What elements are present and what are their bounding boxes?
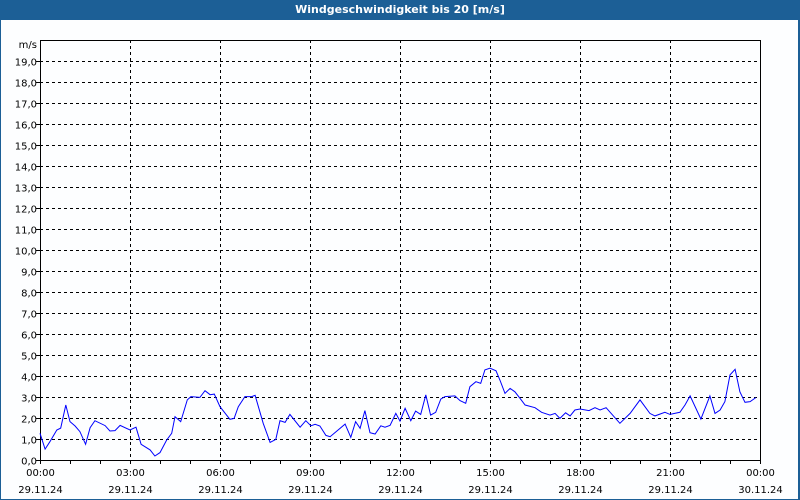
x-tick-date: 29.11.24 <box>288 485 333 496</box>
y-tick-label: 11,0 <box>15 226 37 237</box>
x-tick-date: 29.11.24 <box>558 485 603 496</box>
y-tick-label: 16,0 <box>15 121 37 132</box>
y-tick-label: 4,0 <box>21 373 37 384</box>
y-tick-label: 8,0 <box>21 289 37 300</box>
y-tick-label: 17,0 <box>15 100 37 111</box>
x-tick-date: 29.11.24 <box>198 485 243 496</box>
series-line <box>39 367 757 457</box>
x-tick-date: 29.11.24 <box>648 485 693 496</box>
x-tick-time: 18:00 <box>566 468 595 479</box>
x-tick-time: 09:00 <box>296 468 325 479</box>
x-tick-time: 00:00 <box>746 468 775 479</box>
y-tick-label: 5,0 <box>21 352 37 363</box>
x-tick-time: 21:00 <box>656 468 685 479</box>
y-tick-label: 1,0 <box>21 436 37 447</box>
x-tick-time: 06:00 <box>206 468 235 479</box>
x-tick-time: 03:00 <box>116 468 145 479</box>
x-tick-date: 29.11.24 <box>18 485 63 496</box>
x-tick-date: 29.11.24 <box>378 485 423 496</box>
x-tick-time: 00:00 <box>26 468 55 479</box>
y-tick-label: 3,0 <box>21 394 37 405</box>
x-tick-time: 12:00 <box>386 468 415 479</box>
plot-frame <box>40 40 761 461</box>
x-tick-date: 29.11.24 <box>108 485 153 496</box>
y-tick-label: 9,0 <box>21 268 37 279</box>
chart-title: Windgeschwindigkeit bis 20 [m/s] <box>295 3 505 16</box>
y-tick-label: 15,0 <box>15 142 37 153</box>
x-tick-date: 30.11.24 <box>738 485 783 496</box>
y-axis-label: m/s <box>19 40 37 51</box>
y-tick-label: 18,0 <box>15 79 37 90</box>
y-tick-label: 13,0 <box>15 184 37 195</box>
y-tick-label: 14,0 <box>15 163 37 174</box>
x-tick-time: 15:00 <box>476 468 505 479</box>
y-tick-label: 10,0 <box>15 247 37 258</box>
y-tick-label: 6,0 <box>21 331 37 342</box>
y-tick-label: 0,0 <box>21 457 37 468</box>
y-tick-label: 7,0 <box>21 310 37 321</box>
y-tick-label: 2,0 <box>21 415 37 426</box>
y-tick-label: 12,0 <box>15 205 37 216</box>
y-tick-label: 19,0 <box>15 58 37 69</box>
x-tick-date: 29.11.24 <box>468 485 513 496</box>
